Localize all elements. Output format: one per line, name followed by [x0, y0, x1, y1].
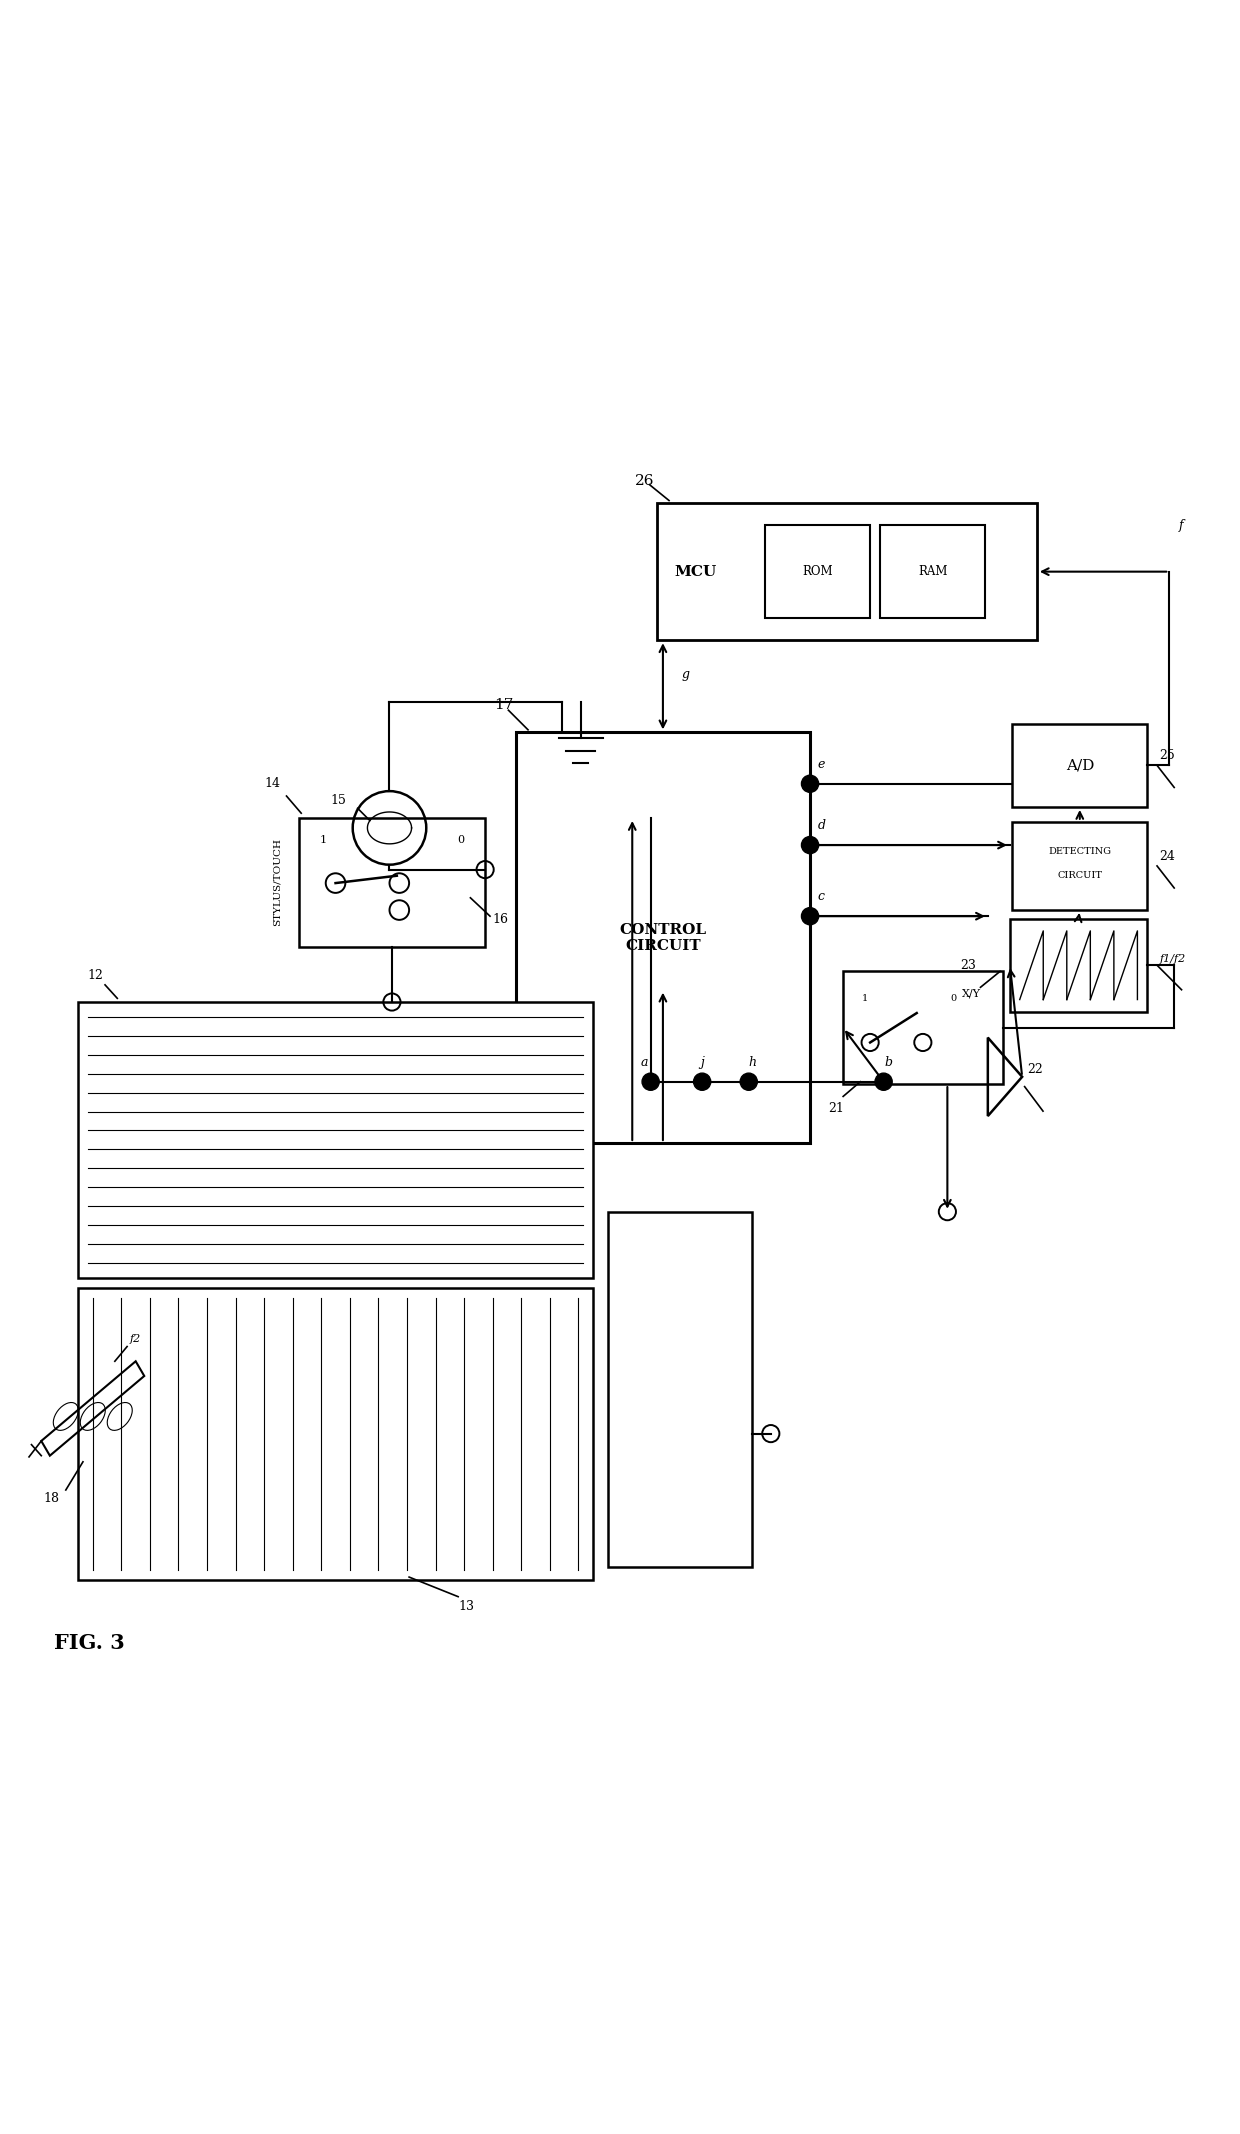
Text: d: d [817, 819, 826, 832]
Circle shape [801, 907, 818, 924]
Text: e: e [817, 758, 825, 770]
Bar [78, 1003, 593, 1278]
Text: j: j [701, 1056, 704, 1069]
Text: RAM: RAM [918, 566, 947, 578]
Text: a: a [641, 1056, 649, 1069]
Bar [516, 732, 810, 1144]
Text: f2: f2 [129, 1334, 141, 1344]
Text: 0: 0 [458, 834, 464, 845]
Bar [843, 971, 1003, 1084]
Text: STYLUS/TOUCH: STYLUS/TOUCH [273, 839, 281, 926]
Text: FIG. 3: FIG. 3 [53, 1633, 124, 1654]
Bar [78, 1287, 593, 1579]
Bar [765, 525, 870, 619]
Text: CONTROL
CIRCUIT: CONTROL CIRCUIT [619, 922, 707, 952]
Text: 1: 1 [320, 834, 327, 845]
Circle shape [642, 1073, 660, 1090]
Text: f1/f2: f1/f2 [1159, 954, 1185, 965]
Text: ROM: ROM [802, 566, 833, 578]
Text: h: h [749, 1056, 756, 1069]
Circle shape [693, 1073, 711, 1090]
Bar [608, 1212, 753, 1566]
Text: 14: 14 [264, 777, 280, 790]
Text: MCU: MCU [675, 566, 717, 578]
Bar [299, 817, 485, 947]
Text: X/Y: X/Y [961, 988, 981, 999]
Text: CIRCUIT: CIRCUIT [1058, 871, 1102, 879]
Text: 24: 24 [1159, 849, 1176, 862]
Circle shape [740, 1073, 758, 1090]
Text: f: f [1179, 519, 1184, 531]
Circle shape [801, 837, 818, 854]
Text: 15: 15 [331, 794, 346, 807]
Text: DETECTING: DETECTING [1048, 847, 1111, 856]
Text: 23: 23 [960, 958, 976, 971]
Text: 0: 0 [950, 994, 956, 1003]
Text: A/D: A/D [1065, 758, 1094, 773]
Text: 12: 12 [88, 969, 104, 982]
Text: 16: 16 [492, 913, 508, 926]
Text: 26: 26 [635, 474, 655, 489]
Text: 13: 13 [458, 1600, 474, 1613]
Bar [1012, 822, 1147, 909]
Text: 1: 1 [862, 994, 868, 1003]
Text: 18: 18 [43, 1492, 60, 1504]
Text: 25: 25 [1159, 749, 1176, 762]
Bar [657, 504, 1037, 640]
Text: c: c [817, 890, 825, 903]
Text: 21: 21 [828, 1101, 844, 1116]
Text: 17: 17 [494, 698, 513, 713]
Circle shape [875, 1073, 893, 1090]
Circle shape [801, 775, 818, 792]
Bar [880, 525, 986, 619]
Bar [1009, 918, 1147, 1012]
Text: b: b [884, 1056, 893, 1069]
Bar [1012, 723, 1147, 807]
Text: g: g [681, 668, 689, 681]
Text: 22: 22 [1027, 1063, 1043, 1076]
